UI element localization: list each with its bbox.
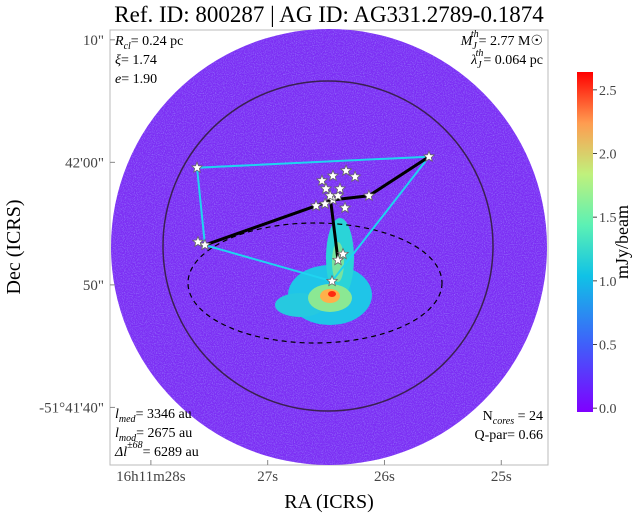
core-marker bbox=[339, 164, 353, 176]
core-marker bbox=[326, 169, 340, 182]
colorbar-tick-label: 1.0 bbox=[599, 275, 617, 290]
annotation-part: th bbox=[476, 48, 484, 59]
mst-edge bbox=[328, 195, 340, 261]
core-marker bbox=[333, 182, 347, 195]
core-marker bbox=[422, 150, 436, 163]
colorbar-tick-label: 0.0 bbox=[599, 402, 617, 417]
core-marker bbox=[191, 235, 205, 248]
annotation: MJth= 2.77 M☉ bbox=[460, 29, 543, 52]
annotation-part: cores bbox=[493, 416, 514, 427]
core-marker bbox=[319, 182, 333, 195]
annotation-part: R bbox=[114, 34, 124, 49]
fit-ellipse bbox=[187, 222, 443, 344]
y-tick-label: 42'00" bbox=[65, 155, 104, 171]
mst-edge bbox=[204, 204, 317, 247]
core-marker bbox=[331, 189, 345, 202]
core-marker bbox=[325, 274, 339, 287]
core-marker bbox=[190, 161, 204, 174]
core-marker bbox=[318, 197, 332, 210]
mst-edge bbox=[368, 155, 430, 198]
annotation: Δl±68= 6289 au bbox=[114, 440, 199, 460]
annotation-part: M bbox=[460, 34, 474, 49]
annotation-part: mod bbox=[119, 433, 137, 444]
annotation-part: = 0.24 pc bbox=[131, 34, 184, 49]
annotation-part: Δl bbox=[114, 445, 127, 460]
annotation-part: = 2675 au bbox=[136, 426, 192, 441]
annotation-part: = 2.77 M☉ bbox=[479, 34, 543, 49]
annotation-part: th bbox=[471, 29, 479, 40]
colorbar bbox=[577, 72, 593, 412]
core-marker bbox=[331, 253, 345, 266]
annotation-part: e bbox=[115, 72, 121, 87]
annotation: ξ= 1.74 bbox=[115, 53, 157, 68]
annotation-part: = 1.90 bbox=[121, 72, 157, 87]
annotation: lmed= 3346 au bbox=[115, 407, 192, 425]
colorbar-tick-label: 2.0 bbox=[599, 147, 617, 162]
annotation-part: = 6289 au bbox=[143, 445, 199, 460]
y-tick-label: 10" bbox=[83, 33, 104, 49]
annotation-part: l bbox=[115, 426, 119, 441]
emission bbox=[275, 218, 372, 325]
annotation: λJth= 0.064 pc bbox=[470, 48, 543, 71]
annotation: e= 1.90 bbox=[115, 72, 157, 87]
annotation-part: J bbox=[477, 60, 482, 71]
colorbar-tick-label: 0.5 bbox=[599, 339, 617, 354]
annotation: Ncores = 24 bbox=[483, 409, 543, 427]
core-marker bbox=[362, 189, 376, 202]
y-tick-label: 50" bbox=[83, 278, 104, 294]
colorbar-tick-label: 2.5 bbox=[599, 84, 617, 99]
annotation-part: J bbox=[472, 41, 477, 52]
cloud-circle bbox=[162, 80, 494, 412]
core-marker bbox=[198, 238, 212, 251]
annotation-part: = 0.064 pc bbox=[483, 53, 543, 68]
x-axis-label: RA (ICRS) bbox=[284, 491, 373, 513]
annotation-part: = 3346 au bbox=[136, 407, 192, 422]
chart-title: Ref. ID: 800287 | AG ID: AG331.2789-0.18… bbox=[114, 2, 544, 27]
x-tick-label: 27s bbox=[257, 469, 278, 485]
y-axis-label: Dec (ICRS) bbox=[3, 200, 25, 295]
annotation-part: = 1.74 bbox=[121, 53, 157, 68]
annotation: lmod= 2675 au bbox=[115, 426, 192, 444]
x-tick-label: 16h11m28s bbox=[116, 469, 186, 485]
y-tick-label: -51°41'40" bbox=[39, 400, 104, 416]
annotation-part: Q-par= 0.66 bbox=[474, 428, 543, 443]
annotation-part: N bbox=[483, 409, 493, 424]
colorbar-label: mJy/beam bbox=[612, 205, 632, 279]
annotation: Q-par= 0.66 bbox=[474, 428, 543, 443]
annotation: Rcl= 0.24 pc bbox=[114, 34, 183, 52]
annotation-part: cl bbox=[124, 41, 131, 52]
annotation-part: l bbox=[115, 407, 119, 422]
core-marker bbox=[336, 247, 350, 260]
annotation-part: λ bbox=[470, 53, 477, 68]
annotation-part: ξ bbox=[115, 53, 121, 68]
annotation-part: med bbox=[119, 414, 137, 425]
colorbar-tick-label: 1.5 bbox=[599, 211, 617, 226]
core-marker bbox=[338, 201, 352, 214]
annotation-part: = 24 bbox=[514, 409, 543, 424]
annotation-part: ±68 bbox=[127, 440, 143, 451]
core-marker bbox=[348, 170, 362, 183]
core-marker bbox=[315, 174, 329, 187]
x-tick-label: 25s bbox=[491, 469, 512, 485]
core-marker bbox=[309, 199, 323, 212]
x-tick-label: 26s bbox=[374, 469, 395, 485]
